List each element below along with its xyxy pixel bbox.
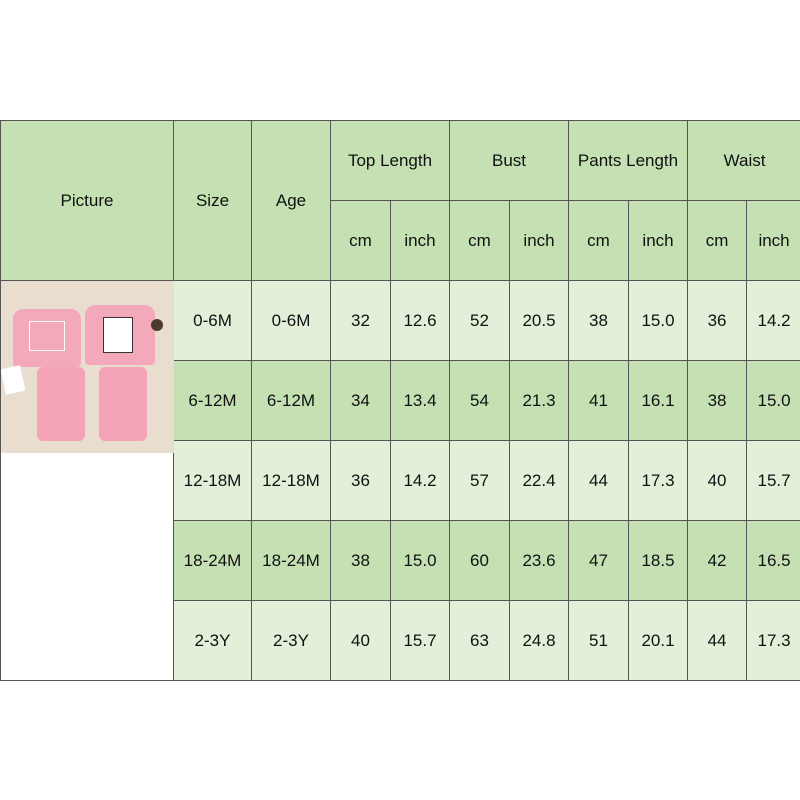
header-unit: cm xyxy=(330,200,391,281)
header-picture: Picture xyxy=(0,120,174,281)
table-cell: 63 xyxy=(449,600,511,681)
header-waist: Waist xyxy=(687,120,800,201)
table-cell: 20.5 xyxy=(509,280,570,361)
table-cell: 40 xyxy=(687,440,748,521)
header-bust: Bust xyxy=(449,120,570,201)
table-cell: 32 xyxy=(330,280,391,361)
table-cell: 16.5 xyxy=(746,520,800,601)
table-cell: 15.0 xyxy=(389,520,451,601)
product-photo xyxy=(1,281,174,453)
table-cell: 51 xyxy=(568,600,630,681)
table-cell: 41 xyxy=(568,360,630,441)
table-cell: 0-6M xyxy=(251,280,331,361)
table-cell: 12.6 xyxy=(389,280,451,361)
table-cell: 44 xyxy=(568,440,630,521)
header-unit: cm xyxy=(687,200,748,281)
table-cell: 6-12M xyxy=(251,360,331,441)
table-row: 2-3Y 2-3Y 40 15.7 63 24.8 51 20.1 44 17.3 xyxy=(1,600,800,681)
table-cell: 16.1 xyxy=(628,360,689,441)
table-cell: 17.3 xyxy=(628,440,689,521)
table-cell: 36 xyxy=(687,280,748,361)
product-picture xyxy=(0,280,174,681)
table-cell: 13.4 xyxy=(389,360,451,441)
header-size: Size xyxy=(173,120,252,281)
table-row: 12-18M 12-18M 36 14.2 57 22.4 44 17.3 40 15.7 xyxy=(1,440,800,521)
table-cell: 21.3 xyxy=(509,360,570,441)
table-cell: 23.6 xyxy=(509,520,570,601)
table-cell: 38 xyxy=(330,520,391,601)
table-cell: 44 xyxy=(687,600,748,681)
header-unit: inch xyxy=(389,200,451,281)
table-cell: 2-3Y xyxy=(173,600,252,681)
table-cell: 15.7 xyxy=(746,440,800,521)
table-cell: 15.0 xyxy=(628,280,689,361)
table-cell: 52 xyxy=(449,280,511,361)
table-cell: 17.3 xyxy=(746,600,800,681)
table-cell: 42 xyxy=(687,520,748,601)
size-chart-table: Picture Size Age Top Length Bust Pants L… xyxy=(0,120,800,681)
table-cell: 15.7 xyxy=(389,600,451,681)
table-row: 18-24M 18-24M 38 15.0 60 23.6 47 18.5 42 16.5 xyxy=(1,520,800,601)
table-cell: 14.2 xyxy=(389,440,451,521)
header-unit: inch xyxy=(628,200,689,281)
table-cell: 38 xyxy=(568,280,630,361)
table-cell: 24.8 xyxy=(509,600,570,681)
table-cell: 40 xyxy=(330,600,391,681)
header-unit: inch xyxy=(746,200,800,281)
table-cell: 38 xyxy=(687,360,748,441)
table-cell: 14.2 xyxy=(746,280,800,361)
table-cell: 60 xyxy=(449,520,511,601)
table-cell: 57 xyxy=(449,440,511,521)
header-pants-length: Pants Length xyxy=(568,120,689,201)
header-unit: inch xyxy=(509,200,570,281)
header-unit: cm xyxy=(568,200,630,281)
table-cell: 20.1 xyxy=(628,600,689,681)
header-age: Age xyxy=(251,120,331,281)
table-cell: 18.5 xyxy=(628,520,689,601)
table-cell: 54 xyxy=(449,360,511,441)
table-cell: 18-24M xyxy=(251,520,331,601)
header-unit: cm xyxy=(449,200,511,281)
table-cell: 15.0 xyxy=(746,360,800,441)
table-row: 6-12M 6-12M 34 13.4 54 21.3 41 16.1 38 15.0 xyxy=(1,360,800,441)
table-cell: 0-6M xyxy=(173,280,252,361)
table-cell: 12-18M xyxy=(251,440,331,521)
table-cell: 18-24M xyxy=(173,520,252,601)
table-cell: 47 xyxy=(568,520,630,601)
table-row: 0-6M 0-6M 32 12.6 52 20.5 38 15.0 36 14.2 xyxy=(0,280,800,681)
table-cell: 6-12M xyxy=(173,360,252,441)
table-cell: 12-18M xyxy=(173,440,252,521)
table-cell: 2-3Y xyxy=(251,600,331,681)
table-cell: 22.4 xyxy=(509,440,570,521)
table-cell: 34 xyxy=(330,360,391,441)
header-top-length: Top Length xyxy=(329,120,451,201)
table-cell: 36 xyxy=(330,440,391,521)
